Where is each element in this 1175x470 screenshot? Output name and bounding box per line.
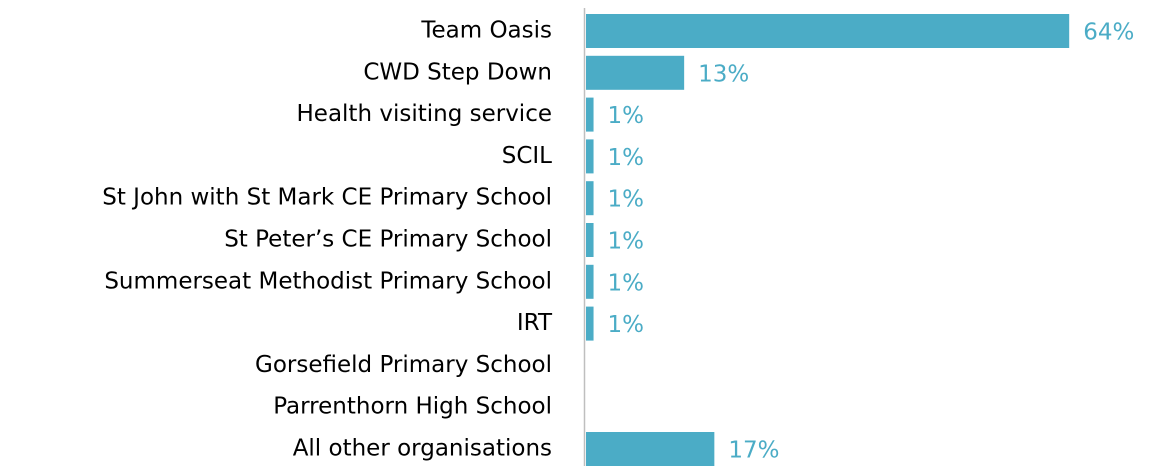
data-label: 13% xyxy=(698,61,749,87)
category-label: Summerseat Methodist Primary School xyxy=(104,268,552,294)
bar xyxy=(586,181,594,216)
category-label: Health visiting service xyxy=(297,101,553,127)
data-label: 1% xyxy=(608,270,645,296)
bar xyxy=(586,264,594,299)
category-label: SCIL xyxy=(502,143,552,169)
bar xyxy=(586,223,594,257)
data-label: 1% xyxy=(608,312,645,338)
category-label: St John with St Mark CE Primary School xyxy=(102,185,552,211)
bar xyxy=(586,139,594,174)
data-label: 1% xyxy=(608,187,645,213)
category-label: IRT xyxy=(517,310,553,336)
data-label: 64% xyxy=(1083,20,1134,46)
category-label: St Peter’s CE Primary School xyxy=(224,227,552,253)
data-label: 1% xyxy=(608,229,645,255)
category-label: Parrenthorn High School xyxy=(273,394,552,420)
category-label: All other organisations xyxy=(293,436,552,462)
bar xyxy=(586,55,685,90)
bar xyxy=(586,14,1070,48)
bar xyxy=(586,306,594,341)
category-label: Gorsefield Primary School xyxy=(255,352,552,378)
bar xyxy=(586,97,594,132)
data-label: 17% xyxy=(728,438,779,464)
category-label: Team Oasis xyxy=(420,18,552,44)
data-label: 1% xyxy=(608,145,645,171)
bar xyxy=(586,432,715,466)
category-label: CWD Step Down xyxy=(363,59,552,85)
data-label: 1% xyxy=(608,103,645,129)
